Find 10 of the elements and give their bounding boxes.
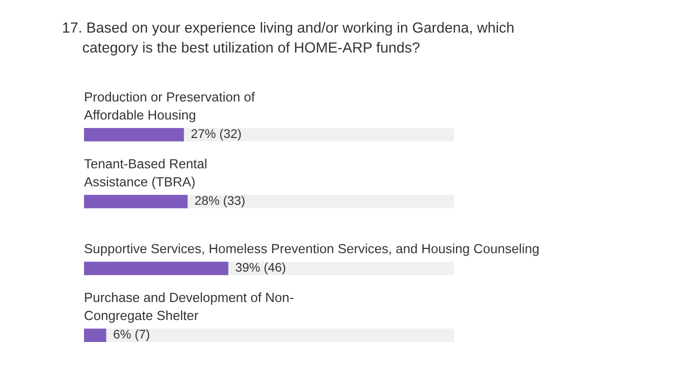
data-label: 39% (46) (236, 262, 286, 274)
y-tick-label: Production or Preservation of Affordable Housing (84, 92, 255, 122)
y-tick-label: Purchase and Development of Non- Congregate Shelter (84, 292, 294, 323)
bar (84, 328, 106, 342)
y-tick-label: Supportive Services, Homeless Prevention Services, and Housing Counseling (84, 244, 539, 256)
data-label: 6% (7) (114, 329, 150, 342)
text: 17. Based on your experience living and/or working in Gardena, which category is the best utilization of HOME-ARP funds? (63, 22, 514, 56)
y-tick-label: Tenant-Based Rental Assistance (TBRA) (84, 158, 206, 190)
data-label: 27% (32) (191, 128, 241, 141)
data-label: 28% (33) (195, 196, 244, 208)
